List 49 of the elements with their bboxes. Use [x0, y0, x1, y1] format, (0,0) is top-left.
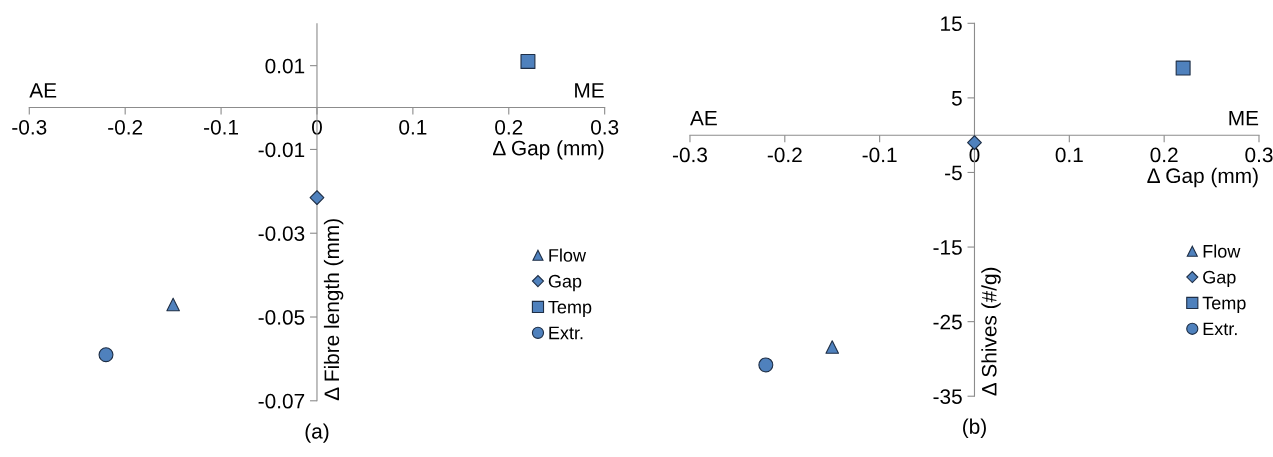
annotation: ME [575, 83, 604, 98]
x-tick-label: -0.3 [12, 119, 47, 135]
x-tick-label: -0.3 [672, 147, 707, 163]
point [166, 297, 180, 312]
text: (b) [963, 418, 986, 438]
y-tick-label: -15 [933, 240, 962, 255]
legend-label: Temp [548, 300, 592, 318]
x-tick-label: 0.3 [1245, 147, 1273, 163]
x-tick-label: 0.3 [591, 119, 619, 135]
y-tick-label: -35 [933, 389, 962, 404]
point [1175, 60, 1191, 76]
x-tick-label: -0.1 [862, 147, 897, 163]
annotation: ME [1229, 110, 1259, 126]
y-tick-label: -0.07 [258, 393, 305, 409]
y-tick-label: -0.03 [258, 226, 305, 241]
x-tick-label: 0.2 [1150, 147, 1178, 163]
x-tick-label: -0.2 [767, 147, 802, 163]
x-axis-title: Δ Gap (mm) [1147, 167, 1258, 188]
y-tick-label: -25 [933, 314, 962, 330]
legend-label: Gap [1203, 270, 1236, 288]
x-tick-label: -0.2 [108, 119, 143, 135]
x-tick-label: 0.1 [399, 119, 427, 135]
y-tick-label: 0.01 [265, 58, 305, 74]
y-tick-label: -0.05 [258, 310, 305, 325]
point [309, 190, 325, 206]
text: (a) [305, 423, 329, 443]
annotation: AE [690, 110, 717, 126]
point [758, 357, 774, 373]
legend-label: Gap [548, 274, 582, 292]
x-tick-label: 0.1 [1055, 147, 1083, 163]
legend-label: Extr. [549, 326, 583, 340]
y-axis-title: Δ Shives (#/g) [981, 267, 1001, 396]
legend-label: Extr. [1203, 322, 1237, 336]
y-tick-label: -5 [945, 165, 962, 181]
x-axis-title: Δ Gap (mm) [493, 140, 604, 160]
x-tick-label: -0.1 [204, 119, 239, 135]
x-tick-label: 0 [312, 119, 322, 135]
legend-label: Temp [1202, 296, 1246, 313]
y-axis-title: Δ Fibre length (mm) [323, 219, 344, 401]
annotation: AE [29, 83, 57, 98]
x-tick-label: 0.2 [495, 119, 523, 135]
point [520, 53, 536, 69]
y-tick-label: 15 [941, 16, 962, 32]
legend-label: Flow [549, 248, 587, 262]
legend-label: Flow [1203, 244, 1241, 258]
point [825, 340, 840, 354]
point [98, 347, 114, 363]
y-tick-label: -0.01 [258, 142, 305, 158]
y-tick-label: 5 [951, 91, 962, 106]
